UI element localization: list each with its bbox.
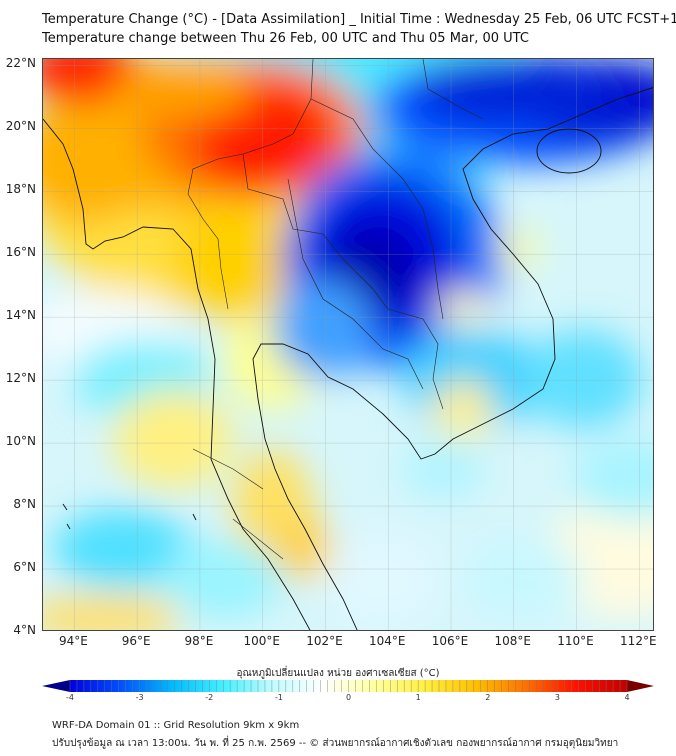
latitude-label: 20°N bbox=[5, 119, 36, 134]
colorbar-tick-label: 0 bbox=[345, 693, 352, 702]
field-blob bbox=[573, 439, 653, 519]
field-blob bbox=[113, 59, 253, 119]
latitude-label: 10°N bbox=[5, 434, 36, 449]
longitude-label: 96°E bbox=[121, 634, 151, 648]
longitude-label: 98°E bbox=[184, 634, 214, 648]
latitude-label: 8°N bbox=[13, 497, 36, 512]
update-credit: ปรับปรุงข้อมูล ณ เวลา 13:00น. วัน พ. ที่… bbox=[52, 738, 619, 749]
colorbar-tick-label: 3 bbox=[554, 693, 560, 702]
country-borders bbox=[187, 59, 484, 560]
field-blob bbox=[323, 529, 443, 629]
colorbar-tick-label: -1 bbox=[274, 693, 283, 702]
colorbar-min-arrow bbox=[42, 680, 70, 692]
colorbar-tick-label: 1 bbox=[415, 693, 421, 702]
longitude-label: 100°E bbox=[243, 634, 280, 648]
field-blob bbox=[523, 329, 643, 429]
field-blob bbox=[43, 594, 183, 630]
field-blob bbox=[433, 379, 493, 439]
field-blob bbox=[173, 199, 293, 319]
longitude-label: 106°E bbox=[431, 634, 469, 648]
latitude-label: 14°N bbox=[5, 308, 36, 323]
field-blob bbox=[403, 439, 483, 499]
colorbar-tick-label: -2 bbox=[205, 693, 214, 702]
latitude-label: 22°N bbox=[5, 56, 36, 71]
latitude-label: 4°N bbox=[13, 623, 36, 637]
graticule bbox=[43, 59, 653, 630]
colorbar-max-arrow bbox=[627, 680, 654, 692]
field-blob bbox=[463, 539, 583, 619]
longitude-label: 110°E bbox=[557, 634, 594, 648]
longitude-label: 94°E bbox=[58, 634, 88, 648]
field-blob bbox=[273, 519, 333, 579]
latitude-label: 6°N bbox=[13, 560, 36, 575]
longitude-label: 104°E bbox=[368, 634, 406, 648]
field-blob bbox=[273, 279, 373, 379]
latitude-label: 18°N bbox=[5, 182, 36, 197]
model-info: WRF-DA Domain 01 :: Grid Resolution 9km … bbox=[52, 720, 300, 731]
map-canvas bbox=[43, 59, 653, 630]
field-blob bbox=[438, 289, 488, 329]
colorbar bbox=[42, 680, 654, 692]
colorbar-tick-label: -3 bbox=[135, 693, 144, 702]
field-blob bbox=[163, 539, 283, 619]
latitude-label: 12°N bbox=[5, 371, 36, 386]
temperature-change-map bbox=[42, 58, 654, 631]
longitude-label: 102°E bbox=[306, 634, 343, 648]
colorbar-tick-label: 2 bbox=[485, 693, 491, 702]
colorbar-title: อุณหภูมิเปลี่ยนแปลง หน่วย องศาเซลเซียส (… bbox=[236, 668, 440, 679]
colorbar-tick-label: -4 bbox=[66, 693, 74, 702]
temperature-field bbox=[43, 59, 653, 630]
latitude-label: 16°N bbox=[5, 245, 36, 260]
coastlines bbox=[43, 87, 653, 630]
field-blob bbox=[113, 389, 233, 489]
field-blob bbox=[413, 59, 613, 124]
longitude-label: 108°E bbox=[494, 634, 532, 648]
map-subtitle: Temperature change between Thu 26 Feb, 0… bbox=[42, 31, 529, 46]
longitude-label: 112°E bbox=[620, 634, 657, 648]
colorbar-tick-label: 4 bbox=[624, 693, 630, 702]
field-blob bbox=[498, 231, 538, 267]
map-title: Temperature Change (°C) - [Data Assimila… bbox=[42, 12, 676, 27]
